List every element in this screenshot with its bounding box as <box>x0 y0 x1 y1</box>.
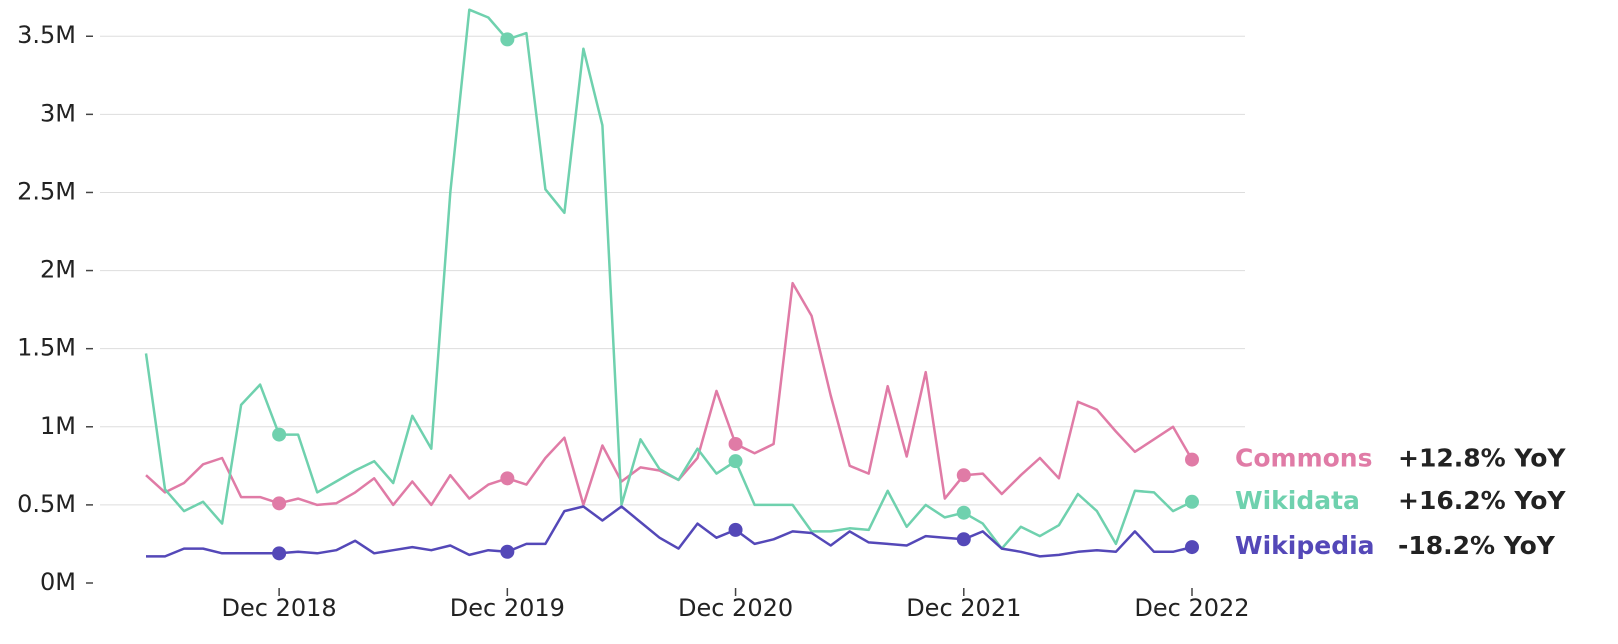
point <box>500 471 515 486</box>
point <box>956 505 971 520</box>
legend-yoy: +12.8% YoY <box>1398 444 1566 473</box>
point <box>1185 452 1199 467</box>
point <box>1185 494 1199 509</box>
legend-label: Wikipedia <box>1235 531 1375 560</box>
y-tick-label: 0.5M <box>17 490 76 518</box>
x-tick-label: Dec 2019 <box>450 594 565 622</box>
point <box>956 468 971 483</box>
series-line <box>145 281 1194 507</box>
y-tick-label: 3M <box>40 99 76 127</box>
y-tick-label: 3.5M <box>17 21 76 49</box>
legend-label: Commons <box>1235 444 1372 473</box>
legend-yoy: -18.2% YoY <box>1398 531 1556 560</box>
point <box>1185 540 1199 555</box>
point <box>500 544 515 559</box>
point <box>272 496 287 511</box>
point <box>728 454 743 469</box>
point <box>728 436 743 451</box>
y-tick-label: 1M <box>40 412 76 440</box>
x-tick-label: Dec 2021 <box>906 594 1021 622</box>
point <box>272 427 287 442</box>
point <box>956 532 971 547</box>
x-tick-label: Dec 2020 <box>678 594 793 622</box>
legend-yoy: +16.2% YoY <box>1398 486 1566 515</box>
point <box>728 522 743 537</box>
y-tick-label: 2M <box>40 256 76 284</box>
x-tick-label: Dec 2018 <box>222 594 337 622</box>
series-line <box>144 8 1193 550</box>
y-tick-label: 0M <box>40 568 76 596</box>
point <box>272 546 287 561</box>
legend-label: Wikidata <box>1235 486 1360 515</box>
series-line <box>146 505 1193 558</box>
x-tick-label: Dec 2022 <box>1134 594 1249 622</box>
y-tick-label: 2.5M <box>17 177 76 205</box>
point <box>500 32 515 47</box>
y-tick-label: 1.5M <box>17 334 76 362</box>
